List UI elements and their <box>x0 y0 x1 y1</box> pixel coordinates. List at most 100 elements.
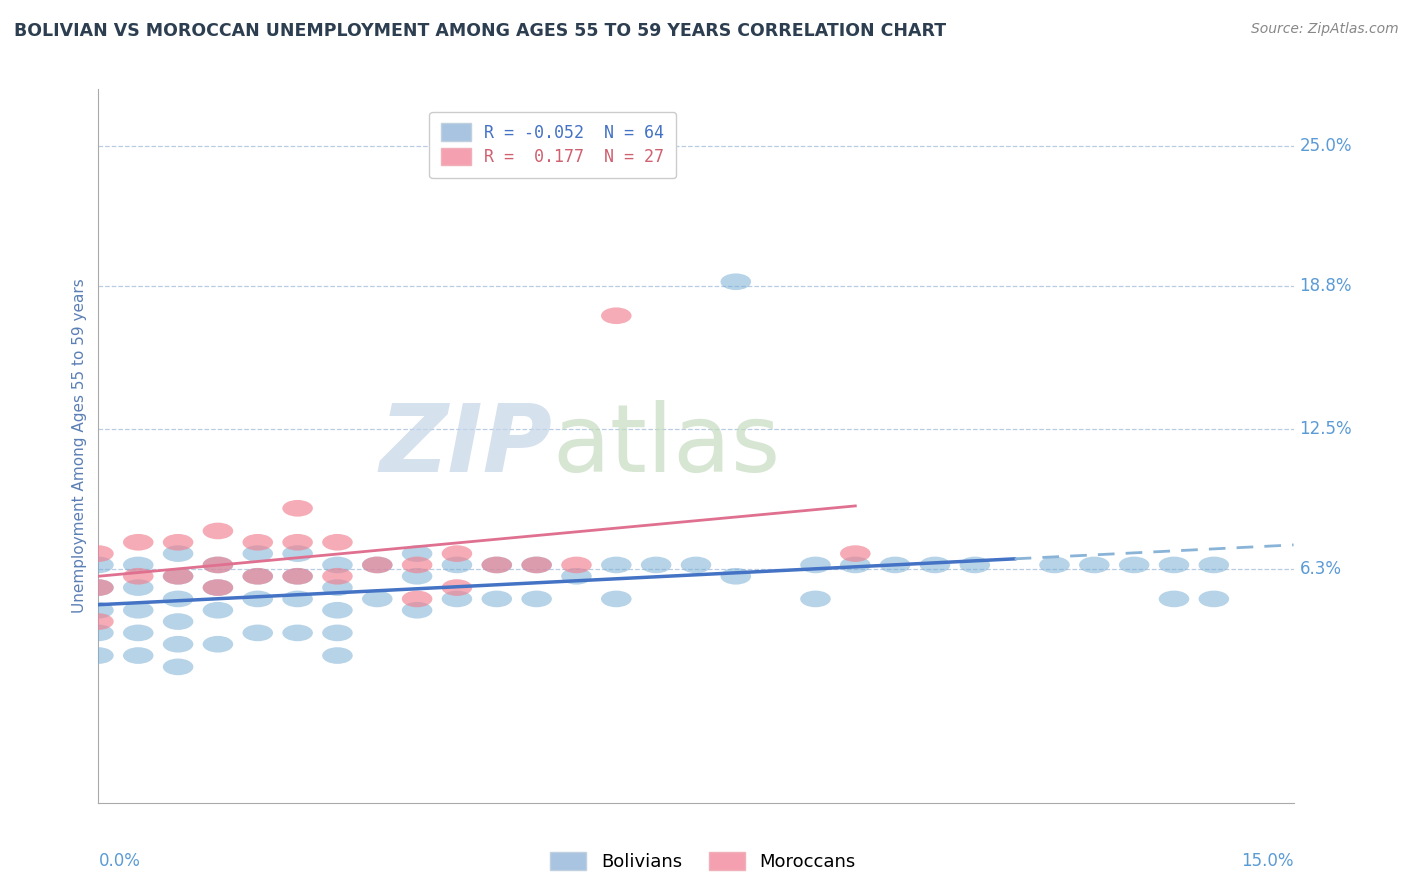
Ellipse shape <box>681 557 711 574</box>
Ellipse shape <box>441 557 472 574</box>
Ellipse shape <box>283 568 314 584</box>
Ellipse shape <box>122 534 153 550</box>
Ellipse shape <box>322 557 353 574</box>
Ellipse shape <box>959 557 990 574</box>
Ellipse shape <box>720 568 751 584</box>
Ellipse shape <box>402 568 433 584</box>
Ellipse shape <box>322 602 353 618</box>
Ellipse shape <box>1159 591 1189 607</box>
Ellipse shape <box>839 545 870 562</box>
Ellipse shape <box>202 557 233 574</box>
Ellipse shape <box>322 648 353 664</box>
Ellipse shape <box>441 579 472 596</box>
Ellipse shape <box>83 602 114 618</box>
Ellipse shape <box>441 545 472 562</box>
Ellipse shape <box>122 568 153 584</box>
Ellipse shape <box>163 568 194 584</box>
Ellipse shape <box>920 557 950 574</box>
Ellipse shape <box>83 579 114 596</box>
Ellipse shape <box>83 557 114 574</box>
Ellipse shape <box>402 557 433 574</box>
Ellipse shape <box>561 557 592 574</box>
Ellipse shape <box>163 534 194 550</box>
Ellipse shape <box>361 557 392 574</box>
Ellipse shape <box>800 557 831 574</box>
Ellipse shape <box>522 591 553 607</box>
Ellipse shape <box>202 636 233 653</box>
Ellipse shape <box>322 534 353 550</box>
Ellipse shape <box>1198 557 1229 574</box>
Ellipse shape <box>163 613 194 630</box>
Ellipse shape <box>242 568 273 584</box>
Ellipse shape <box>600 308 631 324</box>
Text: BOLIVIAN VS MOROCCAN UNEMPLOYMENT AMONG AGES 55 TO 59 YEARS CORRELATION CHART: BOLIVIAN VS MOROCCAN UNEMPLOYMENT AMONG … <box>14 22 946 40</box>
Ellipse shape <box>202 602 233 618</box>
Ellipse shape <box>322 579 353 596</box>
Ellipse shape <box>361 557 392 574</box>
Ellipse shape <box>283 500 314 516</box>
Ellipse shape <box>880 557 911 574</box>
Ellipse shape <box>83 579 114 596</box>
Ellipse shape <box>83 648 114 664</box>
Ellipse shape <box>83 545 114 562</box>
Ellipse shape <box>441 591 472 607</box>
Text: ZIP: ZIP <box>380 400 553 492</box>
Ellipse shape <box>522 557 553 574</box>
Ellipse shape <box>242 545 273 562</box>
Ellipse shape <box>1198 591 1229 607</box>
Ellipse shape <box>122 579 153 596</box>
Ellipse shape <box>163 591 194 607</box>
Ellipse shape <box>242 591 273 607</box>
Text: 6.3%: 6.3% <box>1299 560 1341 579</box>
Legend: Bolivians, Moroccans: Bolivians, Moroccans <box>543 845 863 879</box>
Ellipse shape <box>322 624 353 641</box>
Text: 15.0%: 15.0% <box>1241 852 1294 870</box>
Ellipse shape <box>242 534 273 550</box>
Ellipse shape <box>1159 557 1189 574</box>
Ellipse shape <box>402 591 433 607</box>
Ellipse shape <box>402 602 433 618</box>
Ellipse shape <box>242 624 273 641</box>
Ellipse shape <box>1039 557 1070 574</box>
Ellipse shape <box>600 557 631 574</box>
Ellipse shape <box>720 274 751 290</box>
Ellipse shape <box>522 557 553 574</box>
Ellipse shape <box>163 658 194 675</box>
Ellipse shape <box>283 624 314 641</box>
Ellipse shape <box>242 568 273 584</box>
Y-axis label: Unemployment Among Ages 55 to 59 years: Unemployment Among Ages 55 to 59 years <box>72 278 87 614</box>
Ellipse shape <box>361 591 392 607</box>
Ellipse shape <box>322 568 353 584</box>
Ellipse shape <box>1078 557 1109 574</box>
Text: 0.0%: 0.0% <box>98 852 141 870</box>
Ellipse shape <box>283 591 314 607</box>
Ellipse shape <box>283 568 314 584</box>
Ellipse shape <box>163 545 194 562</box>
Ellipse shape <box>202 557 233 574</box>
Text: 12.5%: 12.5% <box>1299 420 1353 438</box>
Ellipse shape <box>202 523 233 540</box>
Ellipse shape <box>481 557 512 574</box>
Ellipse shape <box>163 636 194 653</box>
Ellipse shape <box>1119 557 1150 574</box>
Ellipse shape <box>839 557 870 574</box>
Ellipse shape <box>83 624 114 641</box>
Ellipse shape <box>800 591 831 607</box>
Ellipse shape <box>283 534 314 550</box>
Ellipse shape <box>481 591 512 607</box>
Ellipse shape <box>122 648 153 664</box>
Ellipse shape <box>83 613 114 630</box>
Ellipse shape <box>481 557 512 574</box>
Ellipse shape <box>202 579 233 596</box>
Ellipse shape <box>283 545 314 562</box>
Ellipse shape <box>402 545 433 562</box>
Ellipse shape <box>122 624 153 641</box>
Ellipse shape <box>202 579 233 596</box>
Ellipse shape <box>163 568 194 584</box>
Text: 18.8%: 18.8% <box>1299 277 1353 295</box>
Text: atlas: atlas <box>553 400 780 492</box>
Ellipse shape <box>600 591 631 607</box>
Text: Source: ZipAtlas.com: Source: ZipAtlas.com <box>1251 22 1399 37</box>
Ellipse shape <box>122 602 153 618</box>
Text: 25.0%: 25.0% <box>1299 136 1353 155</box>
